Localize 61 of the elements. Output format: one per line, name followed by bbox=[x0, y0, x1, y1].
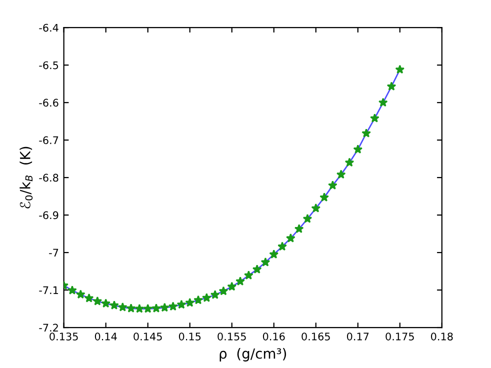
point bbox=[227, 282, 237, 291]
point bbox=[126, 304, 136, 312]
y-tick-label: -7.2 bbox=[39, 324, 58, 332]
point bbox=[278, 242, 287, 251]
point bbox=[286, 233, 296, 242]
point bbox=[386, 82, 396, 91]
point bbox=[168, 302, 178, 311]
point bbox=[84, 293, 94, 302]
x-tick-label: 0.17 bbox=[346, 332, 369, 340]
point bbox=[210, 290, 220, 299]
point bbox=[362, 128, 371, 138]
point bbox=[202, 293, 212, 302]
y-tick-label: -6.4 bbox=[39, 24, 58, 32]
y-tick-label: -6.5 bbox=[39, 61, 58, 70]
point bbox=[395, 64, 405, 74]
x-tick-label: 0.15 bbox=[178, 332, 201, 340]
x-tick-label: 0.18 bbox=[430, 332, 453, 340]
y-tick-label: -7.1 bbox=[39, 286, 58, 294]
y-axis-title: ℰ$_{0}$/k$_{B}$ (K) bbox=[20, 146, 33, 208]
point bbox=[378, 98, 388, 107]
point bbox=[110, 300, 119, 310]
point bbox=[218, 286, 228, 296]
point bbox=[143, 304, 153, 313]
point bbox=[152, 304, 161, 312]
point bbox=[92, 296, 102, 306]
point bbox=[311, 203, 321, 212]
point bbox=[236, 276, 245, 286]
point bbox=[353, 144, 363, 154]
point bbox=[294, 224, 304, 233]
point bbox=[269, 250, 279, 258]
point bbox=[134, 304, 144, 313]
point bbox=[370, 113, 380, 122]
point bbox=[160, 302, 170, 312]
point bbox=[260, 257, 270, 266]
point bbox=[244, 270, 254, 280]
x-tick-label: 0.165 bbox=[302, 332, 330, 340]
point bbox=[320, 192, 329, 202]
point bbox=[302, 214, 312, 223]
point bbox=[76, 290, 86, 299]
point bbox=[68, 286, 77, 294]
x-tick-label: 0.14 bbox=[94, 332, 117, 340]
point bbox=[101, 298, 110, 308]
point bbox=[194, 295, 203, 304]
y-tick-label: -7 bbox=[49, 248, 58, 256]
point bbox=[185, 298, 195, 307]
y-tick-label: -6.8 bbox=[39, 174, 58, 182]
x-tick-label: 0.16 bbox=[262, 332, 285, 340]
x-tick-label: 0.155 bbox=[218, 332, 246, 340]
x-tick-label: 0.135 bbox=[50, 332, 78, 340]
y-tick-label: -6.9 bbox=[39, 211, 58, 220]
x-axis-title: ρ (g/cm³) bbox=[220, 348, 286, 362]
point bbox=[176, 300, 186, 309]
x-tick-label: 0.175 bbox=[386, 332, 414, 340]
point bbox=[118, 302, 128, 312]
y-tick-label: -6.6 bbox=[39, 98, 58, 107]
point bbox=[336, 170, 346, 179]
x-tick-label: 0.145 bbox=[134, 332, 162, 340]
point bbox=[328, 180, 338, 190]
point bbox=[344, 158, 354, 167]
point bbox=[252, 264, 262, 274]
y-tick-label: -6.7 bbox=[39, 136, 58, 144]
